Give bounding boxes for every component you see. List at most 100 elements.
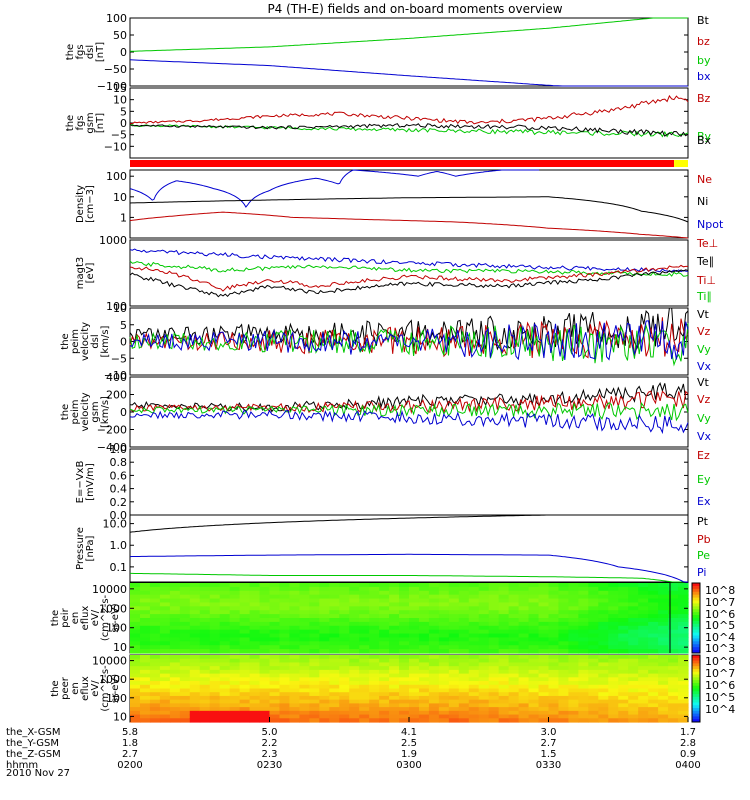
spectrogram-cell <box>418 699 430 704</box>
spectrogram-cell <box>219 692 231 697</box>
spectrogram-cell <box>528 586 540 592</box>
spectrogram-cell <box>289 633 300 639</box>
spectrogram-cell <box>568 645 579 650</box>
spectrogram-cell <box>389 606 400 611</box>
spectrogram-cell <box>648 633 659 639</box>
spectrogram-cell <box>329 610 340 615</box>
spectrogram-cell <box>558 692 570 697</box>
legend-entry: By <box>697 130 712 143</box>
spectrogram-cell <box>159 655 171 660</box>
spectrogram-cell <box>578 606 589 611</box>
spectrogram-cell <box>588 649 599 654</box>
spectrogram-cell <box>528 662 540 667</box>
spectrogram-cell <box>638 598 649 604</box>
spectrogram-cell <box>219 662 231 667</box>
spectrogram-cell <box>428 610 440 615</box>
spectrogram-cell <box>668 684 679 690</box>
spectrogram-cell <box>239 707 251 712</box>
spectrogram-cell <box>379 633 390 639</box>
colorbar-step <box>692 620 700 625</box>
spectrogram-cell <box>289 625 300 631</box>
spectrogram-cell <box>269 637 281 642</box>
spectrogram-cell <box>149 655 161 660</box>
spectrogram-cell <box>438 703 450 708</box>
spectrogram-cell <box>638 641 649 646</box>
spectrogram-cell <box>558 629 570 635</box>
spectrogram-cell <box>628 649 639 654</box>
spectrogram-cell <box>548 707 560 712</box>
spectrogram-cell <box>428 669 440 675</box>
spectrogram-cell <box>229 695 241 701</box>
spectrogram-cell <box>169 677 181 682</box>
spectrogram-cell <box>329 583 340 588</box>
spectrogram-cell <box>139 629 151 635</box>
spectrogram-cell <box>578 677 589 682</box>
legend-entry: Te⊥ <box>696 237 718 250</box>
spectrogram-cell <box>299 703 310 708</box>
spectrogram-cell <box>568 583 579 588</box>
spectrogram-cell <box>478 688 490 693</box>
spectrogram-cell <box>399 710 410 716</box>
spectrogram-cell <box>568 681 579 686</box>
spectrogram-cell <box>638 602 649 607</box>
spectrogram-cell <box>309 681 320 686</box>
legend-entry: Vz <box>697 325 711 338</box>
spectrogram-cell <box>369 673 380 678</box>
spectrogram-cell <box>299 649 310 654</box>
spectrogram-cell <box>628 606 639 611</box>
spectrogram-cell <box>319 714 330 719</box>
spectrogram-cell <box>229 602 241 607</box>
spectrogram-cell <box>678 590 689 596</box>
spectrogram-cell <box>349 633 360 639</box>
spectrogram-cell <box>349 688 360 693</box>
spectrogram-cell <box>548 602 560 607</box>
spectrogram-cell <box>638 633 649 639</box>
spectrogram-cell <box>568 610 579 615</box>
spectrogram-cell <box>538 645 550 650</box>
spectrogram-cell <box>130 602 141 607</box>
spectrogram-cell <box>488 707 500 712</box>
spectrogram-cell <box>209 610 221 615</box>
spectrogram-cell <box>269 707 281 712</box>
spectrogram-cell <box>329 641 340 646</box>
spectrogram-cell <box>528 641 540 646</box>
x-axis-value: 0230 <box>257 760 282 771</box>
spectrogram-cell <box>508 666 520 671</box>
spectrogram-cell <box>189 703 201 708</box>
spectrogram-cell <box>149 703 161 708</box>
spectrogram-cell <box>468 718 480 723</box>
spectrogram-cell <box>249 637 261 642</box>
colorbar-step <box>692 600 700 604</box>
spectrogram-cell <box>418 618 430 623</box>
spectrogram-cell <box>568 658 579 664</box>
spectrogram-cell <box>259 621 271 627</box>
spectrogram-cell <box>239 598 251 604</box>
spectrogram-cell <box>319 590 330 596</box>
spectrogram-cell <box>498 673 510 678</box>
series-line-Vx <box>129 320 689 361</box>
spectrogram-cell <box>618 666 629 671</box>
spectrogram-cell <box>638 662 649 667</box>
spectrogram-cell <box>199 586 211 592</box>
spectrogram-cell <box>448 649 460 654</box>
spectrogram-cell <box>558 662 570 667</box>
spectrogram-cell <box>588 692 599 697</box>
spectrogram-cell <box>638 629 649 635</box>
y-axis-label: fgs <box>75 44 86 59</box>
spectrogram-cell <box>269 718 281 723</box>
y-axis-label: velocity <box>80 322 91 361</box>
spectrogram-cell <box>568 614 579 619</box>
spectrogram-cell <box>179 688 191 693</box>
spectrogram-cell <box>498 699 510 704</box>
spectrogram-cell <box>229 614 241 619</box>
spectrogram-cell <box>418 598 430 604</box>
panel-ion_eflux: 10^810^710^610^510^410^310000100010010th… <box>50 582 735 655</box>
spectrogram-cell <box>598 658 609 664</box>
spectrogram-cell <box>309 688 320 693</box>
spectrogram-cell <box>239 606 251 611</box>
y-axis-label: peim <box>70 329 81 354</box>
colorbar-step <box>692 691 700 695</box>
spectrogram-cell <box>169 606 181 611</box>
y-tick-label: 1000 <box>99 602 127 615</box>
